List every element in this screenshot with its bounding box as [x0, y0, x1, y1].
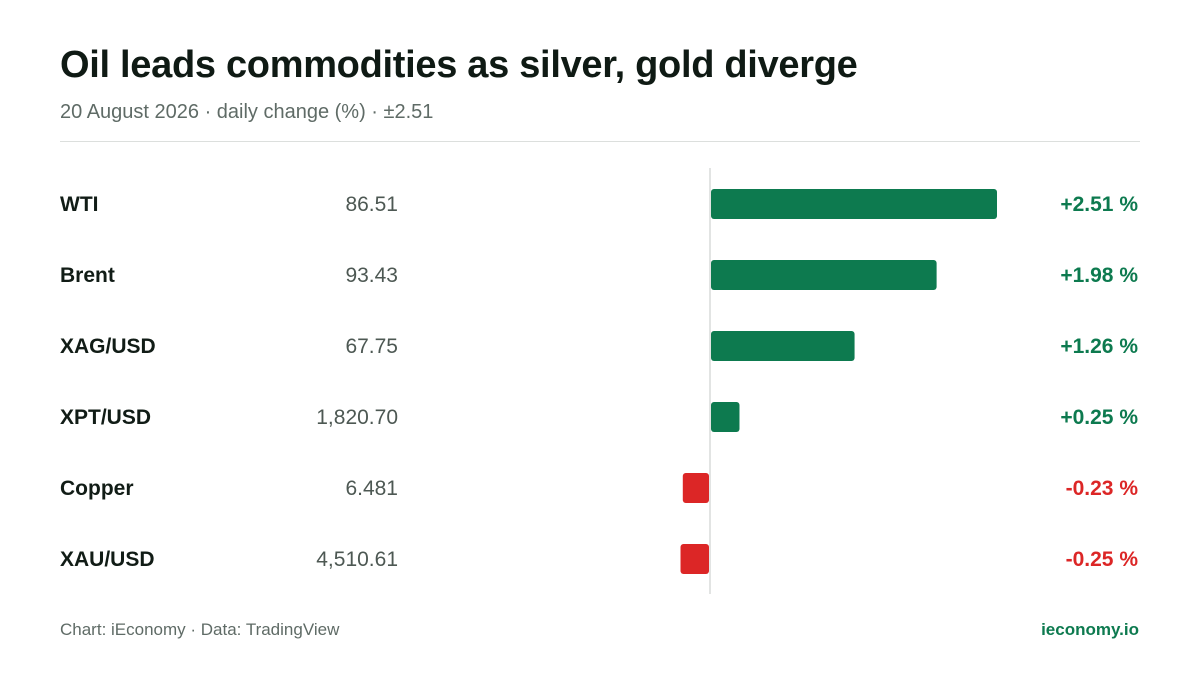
row-label: XPT/USD — [60, 406, 151, 429]
chart-source: Chart: iEconomy · Data: TradingView — [60, 620, 340, 639]
change-bar — [711, 260, 937, 290]
change-bar — [680, 544, 709, 574]
row-price: 6.481 — [345, 477, 398, 500]
chart-subtitle: 20 August 2026 · daily change (%) · ±2.5… — [60, 101, 434, 123]
row-price: 67.75 — [345, 335, 398, 358]
change-bar — [711, 189, 997, 219]
row-price: 93.43 — [345, 264, 398, 287]
row-label: Copper — [60, 477, 134, 500]
row-change-label: +0.25 % — [1060, 406, 1138, 429]
brand-link[interactable]: ieconomy.io — [1041, 620, 1139, 639]
row-price: 86.51 — [345, 193, 398, 216]
row-change-label: -0.23 % — [1066, 477, 1139, 500]
row-change-label: +1.98 % — [1060, 264, 1138, 287]
row-change-label: -0.25 % — [1066, 548, 1139, 571]
row-change-label: +1.26 % — [1060, 335, 1138, 358]
change-bar — [682, 473, 709, 503]
change-bar — [711, 402, 740, 432]
row-price: 4,510.61 — [316, 548, 398, 571]
row-label: XAG/USD — [60, 335, 156, 358]
row-price: 1,820.70 — [316, 406, 398, 429]
change-bar — [711, 331, 855, 361]
row-label: XAU/USD — [60, 548, 155, 571]
row-label: Brent — [60, 264, 115, 287]
chart-title: Oil leads commodities as silver, gold di… — [60, 44, 858, 86]
header-divider — [60, 141, 1140, 142]
row-change-label: +2.51 % — [1060, 193, 1138, 216]
row-label: WTI — [60, 193, 98, 216]
